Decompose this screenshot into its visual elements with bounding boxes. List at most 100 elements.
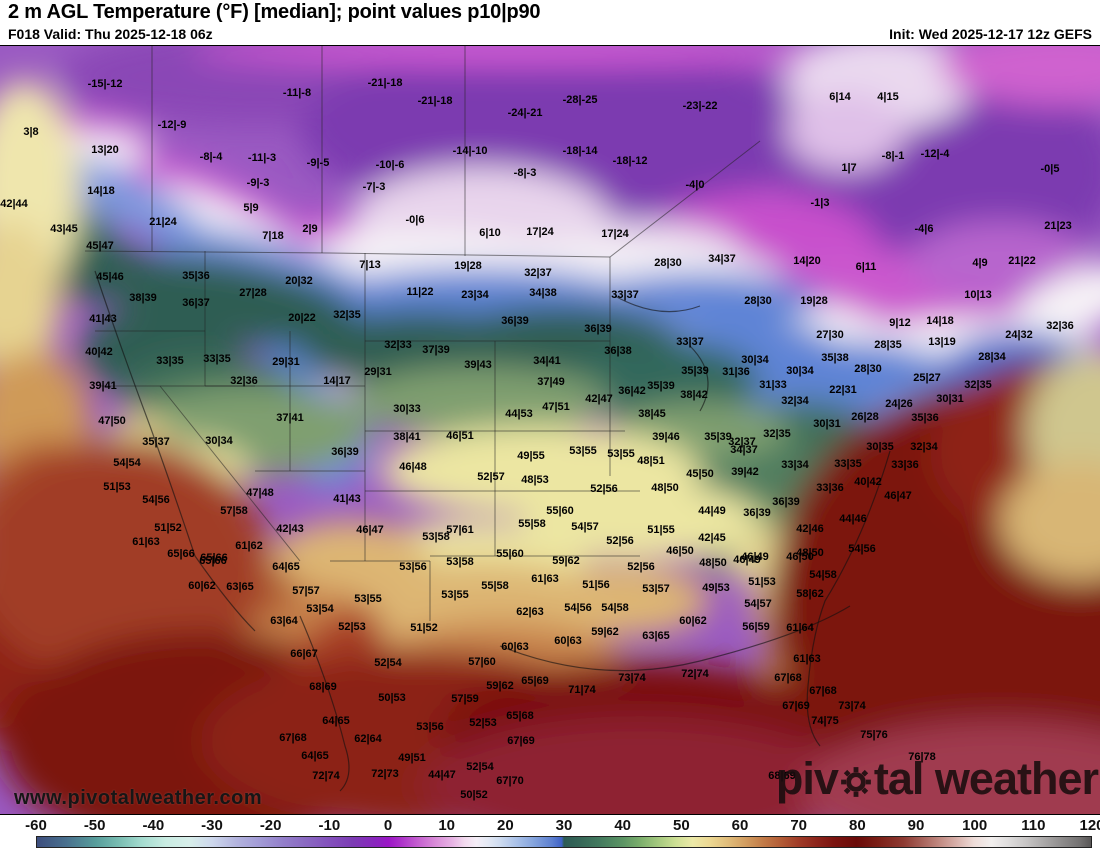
point-value: 56|59: [742, 621, 770, 633]
point-value: 30|31: [813, 418, 841, 430]
point-value: 4|9: [972, 257, 988, 269]
point-value: 55|58: [481, 580, 509, 592]
point-value: 72|74: [681, 668, 709, 680]
point-value: 33|35: [834, 458, 862, 470]
point-value: 62|64: [354, 733, 382, 745]
point-value: 32|37: [728, 436, 756, 448]
colorbar-tick-label: 90: [907, 817, 925, 834]
point-value: -18|-12: [612, 155, 648, 167]
point-value: 32|35: [763, 428, 791, 440]
point-value: 53|57: [642, 583, 670, 595]
point-value: 44|46: [839, 513, 867, 525]
point-value: 50|53: [378, 692, 406, 704]
point-value: 46|48: [399, 461, 427, 473]
point-value: -9|-3: [246, 177, 270, 189]
colorbar-tick-label: -50: [83, 817, 106, 834]
point-value: 65|68: [506, 710, 534, 722]
point-value: 36|39: [772, 496, 800, 508]
point-value: 30|34: [741, 354, 769, 366]
point-value: 46|47: [356, 524, 384, 536]
point-value: -21|-18: [417, 95, 453, 107]
point-value: 36|37: [182, 297, 210, 309]
point-value: 53|54: [306, 603, 334, 615]
point-value: 48|50: [699, 557, 727, 569]
point-value: 31|36: [722, 366, 750, 378]
point-value: 38|45: [638, 408, 666, 420]
header: 2 m AGL Temperature (°F) [median]; point…: [0, 0, 1100, 45]
point-value: 37|39: [422, 344, 450, 356]
point-value: 6|11: [855, 261, 877, 273]
point-value: 61|63: [793, 653, 821, 665]
point-value: -12|-9: [157, 119, 187, 131]
point-value: 40|42: [854, 476, 882, 488]
point-value: 31|33: [759, 379, 787, 391]
point-value: 34|38: [529, 287, 557, 299]
point-value: 55|60: [496, 548, 524, 560]
colorbar-footer: -60 -50 -40 -30 -20 -10 0 10 20 30 40 50 60 70 80 90 100…: [0, 815, 1100, 850]
point-value: 47|50: [98, 415, 126, 427]
point-value: 25|27: [913, 372, 941, 384]
point-value: 44|53: [505, 408, 533, 420]
point-value: 38|39: [129, 292, 157, 304]
point-value: 47|51: [542, 401, 570, 413]
point-value: 67|68: [279, 732, 307, 744]
point-value: 65|66: [199, 555, 227, 567]
point-value: 62|63: [516, 606, 544, 618]
point-value: 24|32: [1005, 329, 1033, 341]
point-value: 51|53: [748, 576, 776, 588]
point-value: 55|60: [546, 505, 574, 517]
point-value: 11|22: [406, 286, 434, 298]
point-value: 60|63: [501, 641, 529, 653]
point-value: -21|-18: [367, 77, 403, 89]
point-value: 47|48: [246, 487, 274, 499]
point-value: 32|33: [384, 339, 412, 351]
point-value: 14|18: [87, 185, 115, 197]
point-value: 29|31: [364, 366, 392, 378]
point-value: 61|62: [235, 540, 263, 552]
brand-watermark: piv tal weather: [776, 753, 1099, 810]
point-value: 53|58: [422, 531, 450, 543]
point-value: 28|34: [978, 351, 1006, 363]
point-value: -23|-22: [682, 100, 718, 112]
point-value: 36|38: [604, 345, 632, 357]
point-value: 48|50: [796, 547, 824, 559]
site-watermark: www.pivotalweather.com: [14, 787, 263, 809]
point-value: 33|36: [816, 482, 844, 494]
point-value: -12|-4: [920, 148, 950, 160]
point-value: 53|58: [446, 556, 474, 568]
point-value: 53|56: [416, 721, 444, 733]
point-value: 46|47: [884, 490, 912, 502]
coastlines: [94, 270, 891, 792]
point-value: 37|49: [537, 376, 565, 388]
point-value: 63|64: [270, 615, 298, 627]
point-value: 71|74: [568, 684, 596, 696]
point-value: 68|69: [768, 770, 796, 782]
point-value: 57|57: [292, 585, 320, 597]
init-time-label: Init: Wed 2025-12-17 12z GEFS: [889, 26, 1092, 42]
colorbar-tick-label: 50: [672, 817, 690, 834]
point-value: 64|65: [301, 750, 329, 762]
point-value: 32|34: [910, 441, 938, 453]
point-value: 53|56: [399, 561, 427, 573]
point-value: 57|61: [446, 524, 474, 536]
point-value: -8|-3: [513, 167, 537, 179]
point-value: 48|53: [521, 474, 549, 486]
point-value: -4|6: [914, 223, 934, 235]
point-value: 46|49: [733, 554, 761, 566]
point-value: 57|59: [451, 693, 479, 705]
point-value: 21|23: [1044, 220, 1072, 232]
point-value: 7|13: [359, 259, 381, 271]
colorbar-tick-label: 0: [383, 817, 393, 834]
point-value: 17|24: [601, 228, 629, 240]
point-value: -8|-4: [199, 151, 223, 163]
page-title: 2 m AGL Temperature (°F) [median]; point…: [8, 1, 541, 23]
point-value: -0|6: [405, 214, 425, 226]
brand-watermark-right: tal weather: [873, 753, 1099, 804]
point-value: 33|34: [781, 459, 809, 471]
point-value: 52|54: [374, 657, 402, 669]
point-value: 20|32: [285, 275, 313, 287]
point-value: 52|53: [469, 717, 497, 729]
point-value: 13|20: [91, 144, 119, 156]
point-value: -0|5: [1040, 163, 1060, 175]
colorbar-tick-label: 100: [962, 817, 988, 834]
